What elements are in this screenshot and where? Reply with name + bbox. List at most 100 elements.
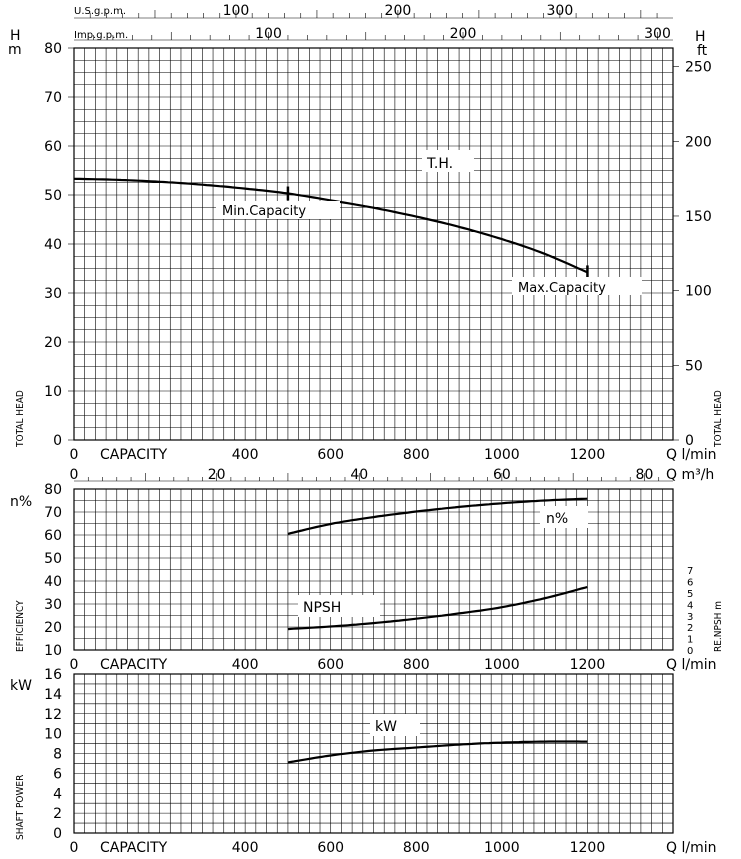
y-right-tick-label: 200	[685, 134, 712, 150]
top-axis-imp-tick-label: 100	[255, 26, 282, 42]
y-tick-label: 30	[44, 286, 62, 302]
top-axis-us-tick-label: 100	[223, 3, 250, 19]
y-axis-title-left: TOTAL HEAD	[15, 390, 26, 448]
top-axis-us-tick-label: 200	[385, 3, 412, 19]
x-tick-label: 400	[232, 840, 259, 856]
y-tick-label: 50	[44, 188, 62, 204]
shaft-power-curve	[287, 740, 588, 764]
max-capacity-label-bg	[512, 277, 642, 295]
y-right-tick-label: 100	[685, 284, 712, 300]
y-tick-label: 40	[44, 574, 62, 590]
x-axis-unit: Q l/min	[666, 447, 716, 463]
y-unit-left: n%	[10, 494, 32, 510]
min-capacity-label: Min.Capacity	[222, 204, 306, 219]
y-right-tick-label: 7	[687, 566, 693, 577]
y-right-tick-label: 1	[687, 635, 693, 646]
y-axis-title-left: EFFICIENCY	[15, 600, 26, 652]
y-tick-label: 80	[44, 482, 62, 498]
y-tick-label: 50	[44, 551, 62, 567]
y-right-tick-label: 3	[687, 612, 693, 623]
x-tick-label: 600	[317, 840, 344, 856]
x-tick-label: 1000	[484, 447, 520, 463]
y-right-tick-label: 2	[687, 623, 693, 634]
top-axis-us-tick-label: 300	[547, 3, 574, 19]
y-tick-label: 4	[53, 786, 62, 802]
y-unit-right: H	[695, 29, 706, 45]
x-tick-label: 400	[232, 447, 259, 463]
y-right-tick-label: 250	[685, 60, 712, 76]
top-axis-imp-tick-label: 300	[644, 26, 671, 42]
efficiency-curve	[287, 497, 588, 535]
y-tick-label: 60	[44, 528, 62, 544]
y-tick-label: 12	[44, 707, 62, 723]
top-axis-m3h-tick-label: 40	[350, 467, 368, 483]
max-capacity-label: Max.Capacity	[518, 281, 606, 296]
y-tick-label: 20	[44, 335, 62, 351]
y-tick-label: 2	[53, 806, 62, 822]
top-axis-imp-label: Imp.g.p.m.	[74, 30, 128, 41]
y-tick-label: 20	[44, 620, 62, 636]
y-axis-title-left: SHAFT POWER	[15, 775, 26, 840]
x-tick-label: 0	[70, 657, 79, 673]
y-tick-label: 40	[44, 237, 62, 253]
plot-frame-2	[73, 488, 674, 651]
top-axis-m3h-tick-label: 0	[70, 467, 79, 483]
y-tick-label: 0	[53, 433, 62, 449]
x-tick-label: 800	[403, 657, 430, 673]
y-unit-left: H	[10, 28, 21, 44]
x-tick-label: 1200	[570, 447, 606, 463]
x-tick-label: 600	[317, 657, 344, 673]
y-right-tick-label: 150	[685, 209, 712, 225]
x-axis-caption: CAPACITY	[100, 657, 168, 673]
top-axis-m3h-tick-label: 60	[493, 467, 511, 483]
y-tick-label: 14	[44, 687, 62, 703]
y-unit-left: kW	[10, 678, 32, 694]
x-tick-label: 400	[232, 657, 259, 673]
y-tick-label: 0	[53, 826, 62, 842]
series-label-npsh-bg	[298, 595, 380, 617]
y-right-tick-label: 50	[685, 358, 703, 374]
plot-frame-3	[73, 673, 674, 834]
y-tick-label: 70	[44, 505, 62, 521]
y-tick-label: 60	[44, 139, 62, 155]
x-tick-label: 1200	[570, 840, 606, 856]
y-tick-label: 16	[44, 667, 62, 683]
x-axis-caption: CAPACITY	[100, 447, 168, 463]
top-axis-imp-tick-label: 200	[450, 26, 477, 42]
x-tick-label: 1200	[570, 657, 606, 673]
top-axis-m3h-tick-label: 20	[208, 467, 226, 483]
series-label-eff-bg	[540, 506, 588, 528]
y-unit-left-2: m	[8, 42, 22, 58]
total-head-curve	[73, 177, 588, 274]
x-tick-label: 0	[70, 840, 79, 856]
series-label-npsh: NPSH	[303, 600, 341, 616]
y-tick-label: 8	[53, 747, 62, 763]
series-label-th: T.H.	[426, 156, 453, 172]
y-tick-label: 80	[44, 41, 62, 57]
y-right-tick-label: 4	[687, 600, 693, 611]
series-label-th-bg	[422, 150, 474, 172]
y-tick-label: 10	[44, 384, 62, 400]
npsh-curve	[287, 585, 588, 631]
y-tick-label: 10	[44, 643, 62, 659]
x-tick-label: 600	[317, 447, 344, 463]
top-axis-us-label: U.S.g.p.m.	[74, 6, 126, 17]
min-capacity-label-bg	[216, 201, 340, 219]
top-axis-m3h-unit: Q m³/h	[666, 467, 714, 483]
top-axis-m3h-tick-label: 80	[636, 467, 654, 483]
y-axis-title-right: TOTAL HEAD	[713, 390, 724, 448]
x-axis-caption: CAPACITY	[100, 840, 168, 856]
x-axis-unit: Q l/min	[666, 840, 716, 856]
x-tick-label: 1000	[484, 840, 520, 856]
y-tick-label: 30	[44, 597, 62, 613]
y-right-tick-label: 6	[687, 578, 693, 589]
x-tick-label: 1000	[484, 657, 520, 673]
y-right-tick-label: 5	[687, 589, 693, 600]
y-tick-label: 10	[44, 727, 62, 743]
y-right-tick-label: 0	[687, 646, 693, 657]
x-tick-label: 800	[403, 840, 430, 856]
x-tick-label: 800	[403, 447, 430, 463]
series-label-kw-bg	[370, 714, 420, 736]
y-tick-label: 6	[53, 766, 62, 782]
